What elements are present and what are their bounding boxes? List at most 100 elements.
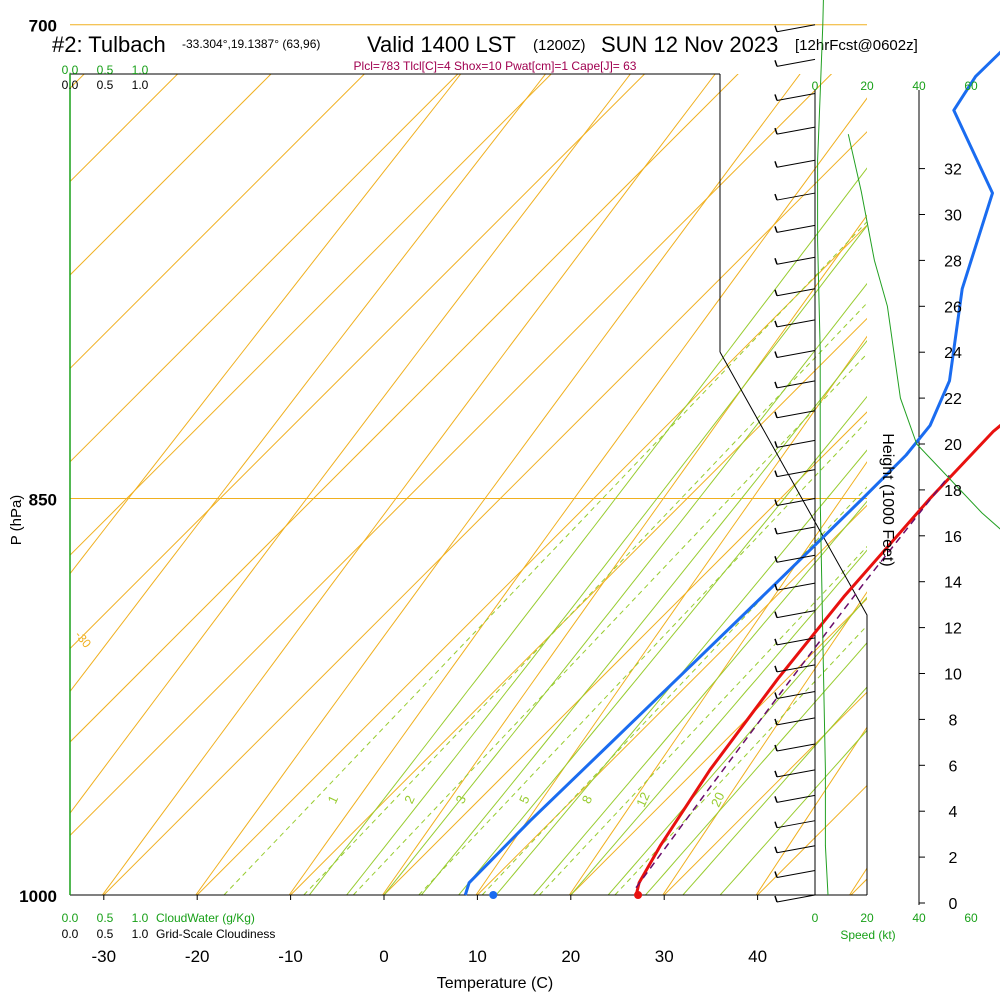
height-tick-label: 6 [949,758,958,775]
wind-barb-flag [774,583,778,591]
wind-barb-flag [774,895,778,903]
pressure-axis: 2503004005007008501000 [19,17,57,906]
x-tick-label: -20 [185,947,210,966]
isotherm--50 [70,74,739,743]
cloud-scale-bottom-tick: 0.5 [97,911,114,925]
height-tick-label: 30 [944,208,962,225]
wind-barb [774,439,816,448]
height-tick-label: 8 [949,712,958,729]
wind-barb-staff [776,743,816,752]
moist-adiabat-24 [607,596,867,895]
isotherm-label: -20 [72,0,94,2]
wind-barb-flag [774,161,778,168]
cloud-scale-bottom-tick: 0.0 [62,911,79,925]
wind-barb-flag [774,665,778,673]
dry-adiabat-233 [70,74,631,815]
wind-barb-flag [774,527,778,535]
isotherm-lines [70,74,867,895]
speed-tick-label: 0 [812,79,819,93]
mixing-ratio-5 [418,420,867,895]
wind-barb-staff [776,224,816,233]
surface-temperature [634,891,643,899]
wind-barb-flag [774,499,778,506]
height-tick-label: 22 [944,391,962,408]
isotherm--80 [70,74,459,463]
wind-barb [774,24,816,33]
wind-barb-staff [776,769,816,778]
wind-barb-staff [776,610,816,619]
wind-barb [774,610,816,619]
wind-barb-flag [774,871,778,878]
x-tick-label: 30 [655,947,674,966]
cloud-scales: 0.0 0.5 1.0 0.0 0.5 1.0 0.0 0.5 1.0 CloudWater (g… [62,63,276,941]
mixing-ratio-label: 20 [708,790,728,809]
height-tick-label: 24 [944,345,962,362]
wind-barb-staff [776,497,816,506]
temperature-line [634,423,1000,896]
wind-barb-staff [776,439,816,448]
height-tick-label: 28 [944,253,962,270]
wind-barb [774,256,816,265]
wind-barb-flag [774,846,778,853]
wind-barb-staff [776,794,816,803]
isobar-lines [70,24,867,896]
dry-adiabat-253 [195,74,801,895]
wind-barb [774,224,816,233]
wind-barb [774,845,816,854]
wind-barb [774,159,816,168]
wind-barb-flag [774,60,778,67]
isotherm--90 [70,74,366,370]
wind-barb-flag [774,193,778,201]
speed-tick-label: 0 [812,911,819,925]
wind-barb-staff [776,92,816,101]
wind-barb [774,820,816,829]
wind-barb-staff [776,845,816,854]
wind-barb [774,717,816,726]
speed-tick-label: 40 [912,79,926,93]
wind-barb-flag [774,470,778,477]
height-tick-label: 0 [949,896,958,913]
wind-barb-staff [776,350,816,359]
isotherm--40 [70,74,833,837]
x-tick-label: -30 [92,947,117,966]
mixing-ratio-label: 5 [516,793,533,806]
x-axis-title: Temperature (C) [437,975,553,992]
wind-barb-staff [776,256,816,265]
isotherm-20 [570,598,867,895]
wind-barb-staff [776,24,816,33]
height-tick-label: 20 [944,437,962,454]
moist-adiabat-20 [570,549,867,895]
forecast-info: [12hrFcst@0602z] [795,37,918,54]
cloud-scale-top-tick: 1.0 [132,78,149,92]
wind-speed-profile [817,0,829,896]
wind-barbs [774,24,816,903]
wind-barb-flag [774,94,778,101]
wind-barb [774,380,816,389]
height-line [847,134,1000,530]
moist-adiabat-12 [495,449,867,895]
x-tick-label: 0 [379,947,388,966]
moist-adiabat-0 [383,282,867,895]
speed-tick-label: 20 [860,911,874,925]
speed-tick-label: 60 [964,79,978,93]
dry-adiabat-283 [475,335,867,895]
isotherm--60 [70,74,646,650]
wind-barb-flag [774,226,778,233]
mixing-ratio-lines [223,221,867,895]
wind-barb-staff [776,894,816,903]
wind-barb [774,769,816,778]
height-profile [847,134,1000,530]
wind-barb-staff [776,469,816,478]
isotherm--110 [70,74,179,183]
surface-markers [489,891,643,899]
wind-barb-staff [776,637,816,646]
moist-adiabat-16 [533,500,867,895]
wind-barb-flag [774,289,778,296]
sounding-indices: Plcl=783 Tlcl[C]=4 Shox=10 Pwat[cm]=1 Ca… [354,59,637,73]
x-tick-label: 20 [561,947,580,966]
wind-barb [774,554,816,563]
wind-barb [774,794,816,803]
parcel-line [635,474,950,889]
